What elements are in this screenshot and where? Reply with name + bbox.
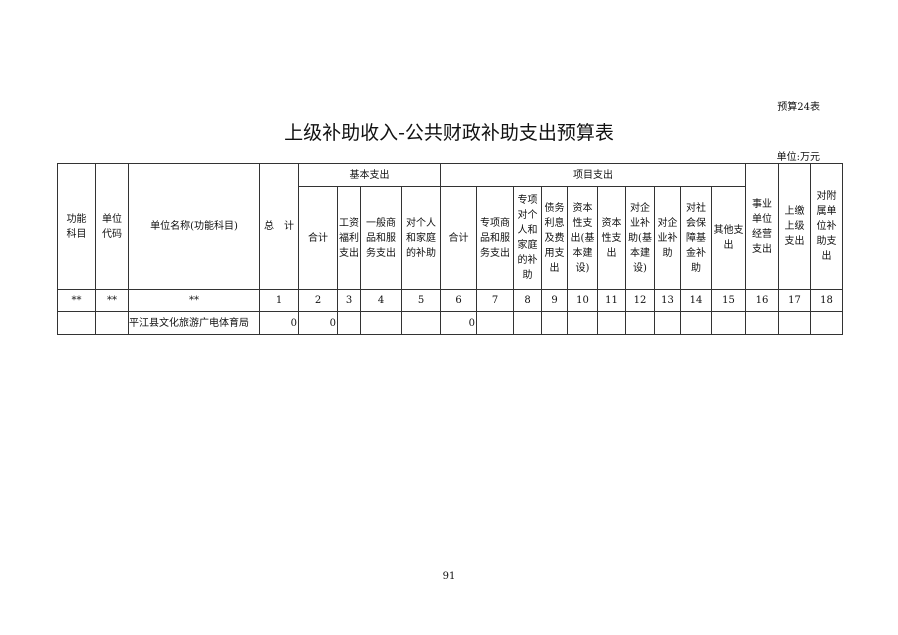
header-basic-sub: 一般商 品和服 务支出 [360,186,402,290]
table-cell [625,311,655,335]
table-row: 平江县文化旅游广电体育局 0 0 0 [57,311,843,335]
index-cell: 9 [541,289,568,312]
table-cell [541,311,568,335]
page-title: 上级补助收入-公共财政补助支出预算表 [284,122,614,144]
table-cell [360,311,402,335]
unit-label: 单位:万元 [776,152,820,163]
table-cell [711,311,746,335]
table-cell [597,311,626,335]
table-cell: 0 [440,311,477,335]
index-cell: ** [95,289,129,312]
table-cell [745,311,779,335]
header-project-sub: 资本 性支 出 [597,186,626,290]
table-cell [95,311,129,335]
header-project: 项目支出 [440,163,746,187]
index-cell: 16 [745,289,779,312]
header-name: 单位名称(功能科目) [128,163,260,290]
index-cell: 18 [810,289,843,312]
table-cell [337,311,361,335]
header-basic-sub: 合计 [298,186,338,290]
index-cell: 5 [401,289,441,312]
budget-table: 功能 科目 单位 代码 单位名称(功能科目) 总 计 基本支出 项目支出 事业 … [57,163,843,335]
header-basic-sub: 工资 福利 支出 [337,186,361,290]
header-code: 单位 代码 [95,163,129,290]
table-cell [778,311,811,335]
index-cell: 17 [778,289,811,312]
table-cell [476,311,514,335]
index-cell: 10 [567,289,598,312]
header-shiye: 事业 单位 经营 支出 [745,163,779,290]
index-cell: 6 [440,289,477,312]
index-cell: 2 [298,289,338,312]
index-cell: 14 [680,289,712,312]
header-project-sub: 专项商 品和服 务支出 [476,186,514,290]
header-basic: 基本支出 [298,163,441,187]
header-basic-sub: 对个人 和家庭 的补助 [401,186,441,290]
header-project-sub: 专项 对个 人和 家庭 的补 助 [513,186,542,290]
index-cell: 1 [259,289,299,312]
table-cell [680,311,712,335]
table-cell [810,311,843,335]
table-cell [57,311,96,335]
header-project-sub: 合计 [440,186,477,290]
table-cell: 0 [298,311,338,335]
index-cell: ** [57,289,96,312]
index-cell: ** [128,289,260,312]
header-project-sub: 资本 性支 出(基 本建 设) [567,186,598,290]
page-number: 91 [442,571,456,582]
header-shangjiao: 上缴 上级 支出 [778,163,811,290]
index-cell: 3 [337,289,361,312]
index-cell: 15 [711,289,746,312]
header-project-sub: 对企 业补 助 [654,186,681,290]
table-cell: 平江县文化旅游广电体育局 [128,311,260,335]
table-cell [513,311,542,335]
header-func: 功能 科目 [57,163,96,290]
index-cell: 4 [360,289,402,312]
header-project-sub: 债务 利息 及费 用支 出 [541,186,568,290]
table-cell: 0 [259,311,299,335]
index-cell: 8 [513,289,542,312]
table-tag: 预算24表 [777,102,820,113]
index-cell: 7 [476,289,514,312]
header-project-sub: 对社 会保 障基 金补 助 [680,186,712,290]
header-project-sub: 其他支 出 [711,186,746,290]
index-cell: 13 [654,289,681,312]
table-cell [401,311,441,335]
table-cell [567,311,598,335]
header-fushu: 对附 属单 位补 助支 出 [810,163,843,290]
index-cell: 12 [625,289,655,312]
header-total: 总 计 [259,163,299,290]
index-cell: 11 [597,289,626,312]
table-cell [654,311,681,335]
header-project-sub: 对企 业补 助(基 本建 设) [625,186,655,290]
